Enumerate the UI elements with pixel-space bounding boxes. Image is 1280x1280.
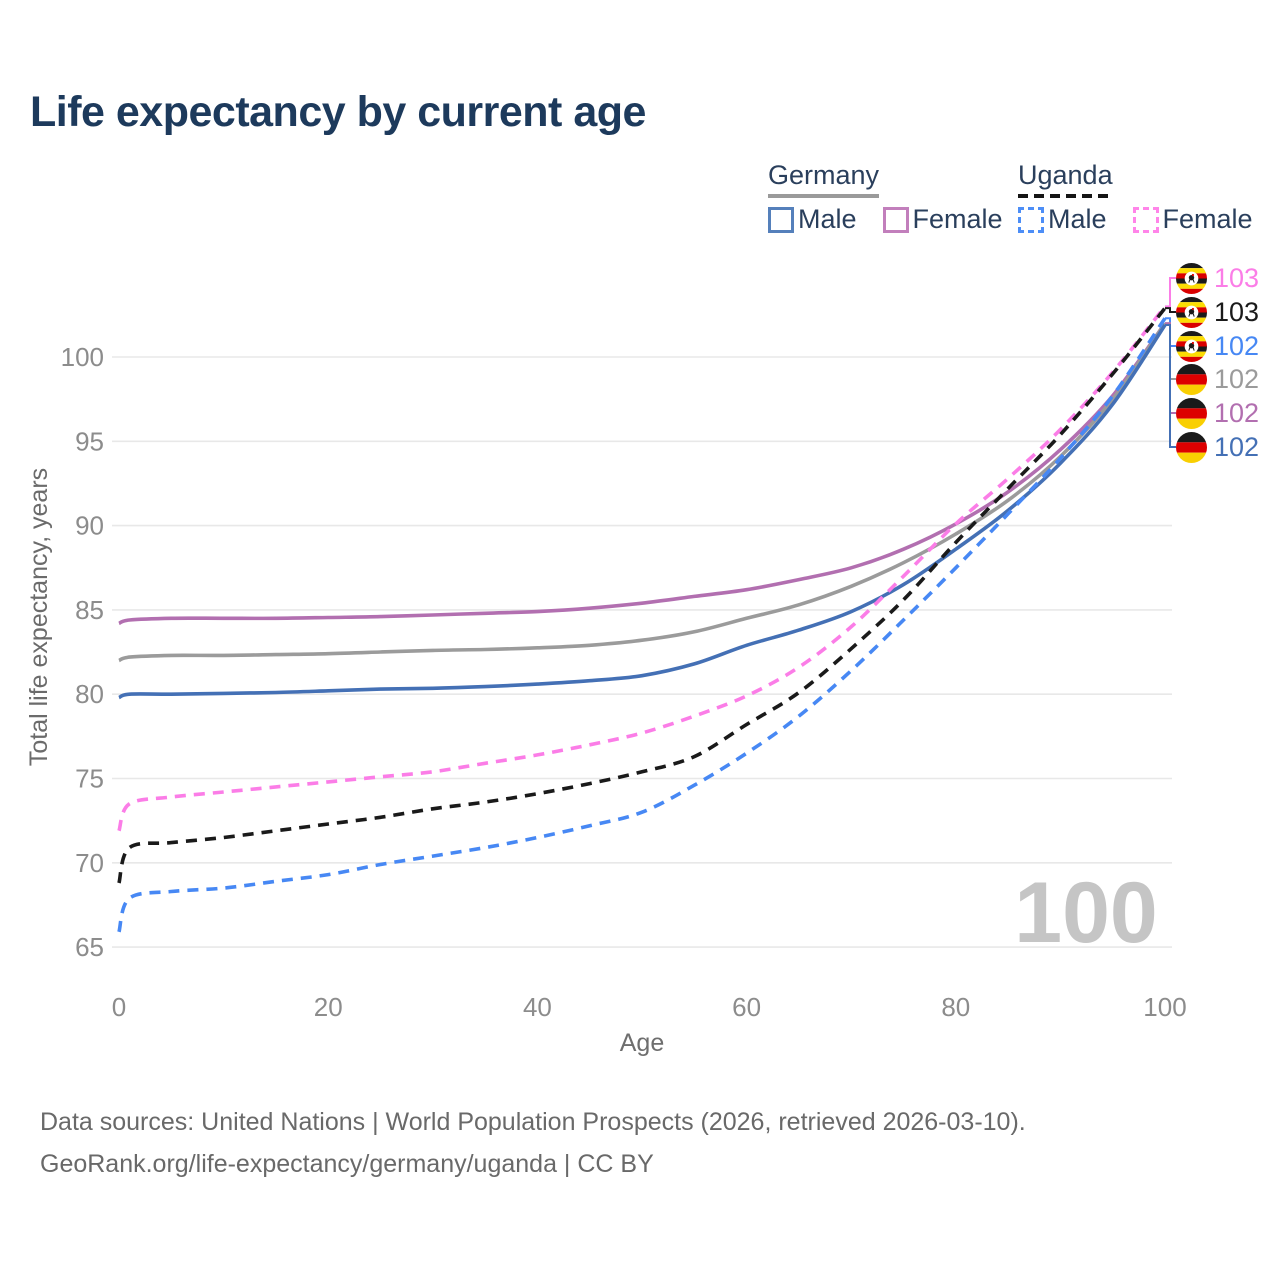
legend-country-label: Germany [768,160,880,198]
legend-swatch-solid [882,206,909,233]
legend-item-uganda-female: Female [1132,204,1253,235]
x-tick-label: 20 [314,992,343,1022]
legend-group-germany: Germany Male Female [768,160,1003,234]
legend-underline-dashed [1018,194,1113,198]
end-label-row-germany-female: 102 [1176,397,1259,429]
flag-icon-germany [1176,363,1207,395]
y-axis-title: Total life expectancy, years [25,468,53,766]
series-line-uganda-male [117,317,1167,933]
flag-icon-germany [1176,431,1207,463]
flag-icon-uganda [1176,296,1207,328]
series-line-germany-male [118,324,1167,700]
connector-germany-male [1165,324,1176,448]
y-tick-label: 70 [75,848,104,878]
legend-country-label: Uganda [1018,160,1113,198]
end-label-value: 102 [1214,363,1260,394]
flag-icon-germany [1176,397,1207,429]
series-line-uganda-total [117,306,1167,884]
end-label-value: 102 [1214,397,1260,428]
legend-item-label: Female [912,204,1003,234]
flag-icon-uganda [1176,330,1207,362]
series-line-uganda-female [117,305,1167,832]
x-tick-label: 80 [941,992,970,1022]
end-label-value: 102 [1214,431,1260,462]
y-tick-label: 100 [61,342,104,372]
y-tick-label: 90 [75,511,104,541]
legend-item-uganda-male: Male [1018,204,1107,235]
series-line-germany-total [118,322,1167,663]
x-tick-label: 100 [1143,992,1186,1022]
legend-underline-solid [768,194,880,198]
y-tick-label: 80 [75,679,104,709]
legend-swatch-solid [768,206,794,233]
legend-swatch-dashed [1018,206,1044,233]
end-label-row-germany-male: 102 [1176,431,1259,463]
x-tick-label: 40 [523,992,552,1022]
footer-sources: Data sources: United Nations | World Pop… [40,1108,1026,1136]
x-axis-title: Age [620,1029,664,1057]
legend-item-label: Male [798,204,857,234]
legend-swatch-dashed [1132,206,1159,233]
end-label-row-germany-total: 102 [1176,363,1259,395]
end-label-value: 102 [1214,330,1260,361]
end-label-row-uganda-total: 103 [1176,296,1259,328]
legend-group-uganda: Uganda Male Female [1018,160,1253,234]
legend-item-label: Male [1048,204,1107,234]
x-tick-label: 60 [732,992,761,1022]
x-tick-label: 0 [112,992,126,1022]
end-label-row-uganda-female: 103 [1176,262,1259,294]
end-label-row-uganda-male: 102 [1176,330,1259,362]
series-line-germany-female [118,322,1167,626]
y-tick-label: 85 [75,595,104,625]
y-tick-label: 75 [75,764,104,794]
connector-uganda-female [1165,277,1176,308]
y-tick-label: 65 [75,932,104,962]
flag-icon-uganda [1176,262,1207,294]
end-label-value: 103 [1214,262,1260,293]
page-title: Life expectancy by current age [30,88,646,136]
y-tick-label: 95 [75,426,104,456]
legend-item-germany-male: Male [768,204,857,235]
legend-item-label: Female [1162,204,1253,234]
legend-item-germany-female: Female [882,204,1003,235]
footer-attribution: GeoRank.org/life-expectancy/germany/ugan… [40,1150,654,1178]
connector-uganda-total [1165,307,1176,313]
watermark: 100 [1014,865,1158,961]
end-label-value: 103 [1214,296,1260,327]
